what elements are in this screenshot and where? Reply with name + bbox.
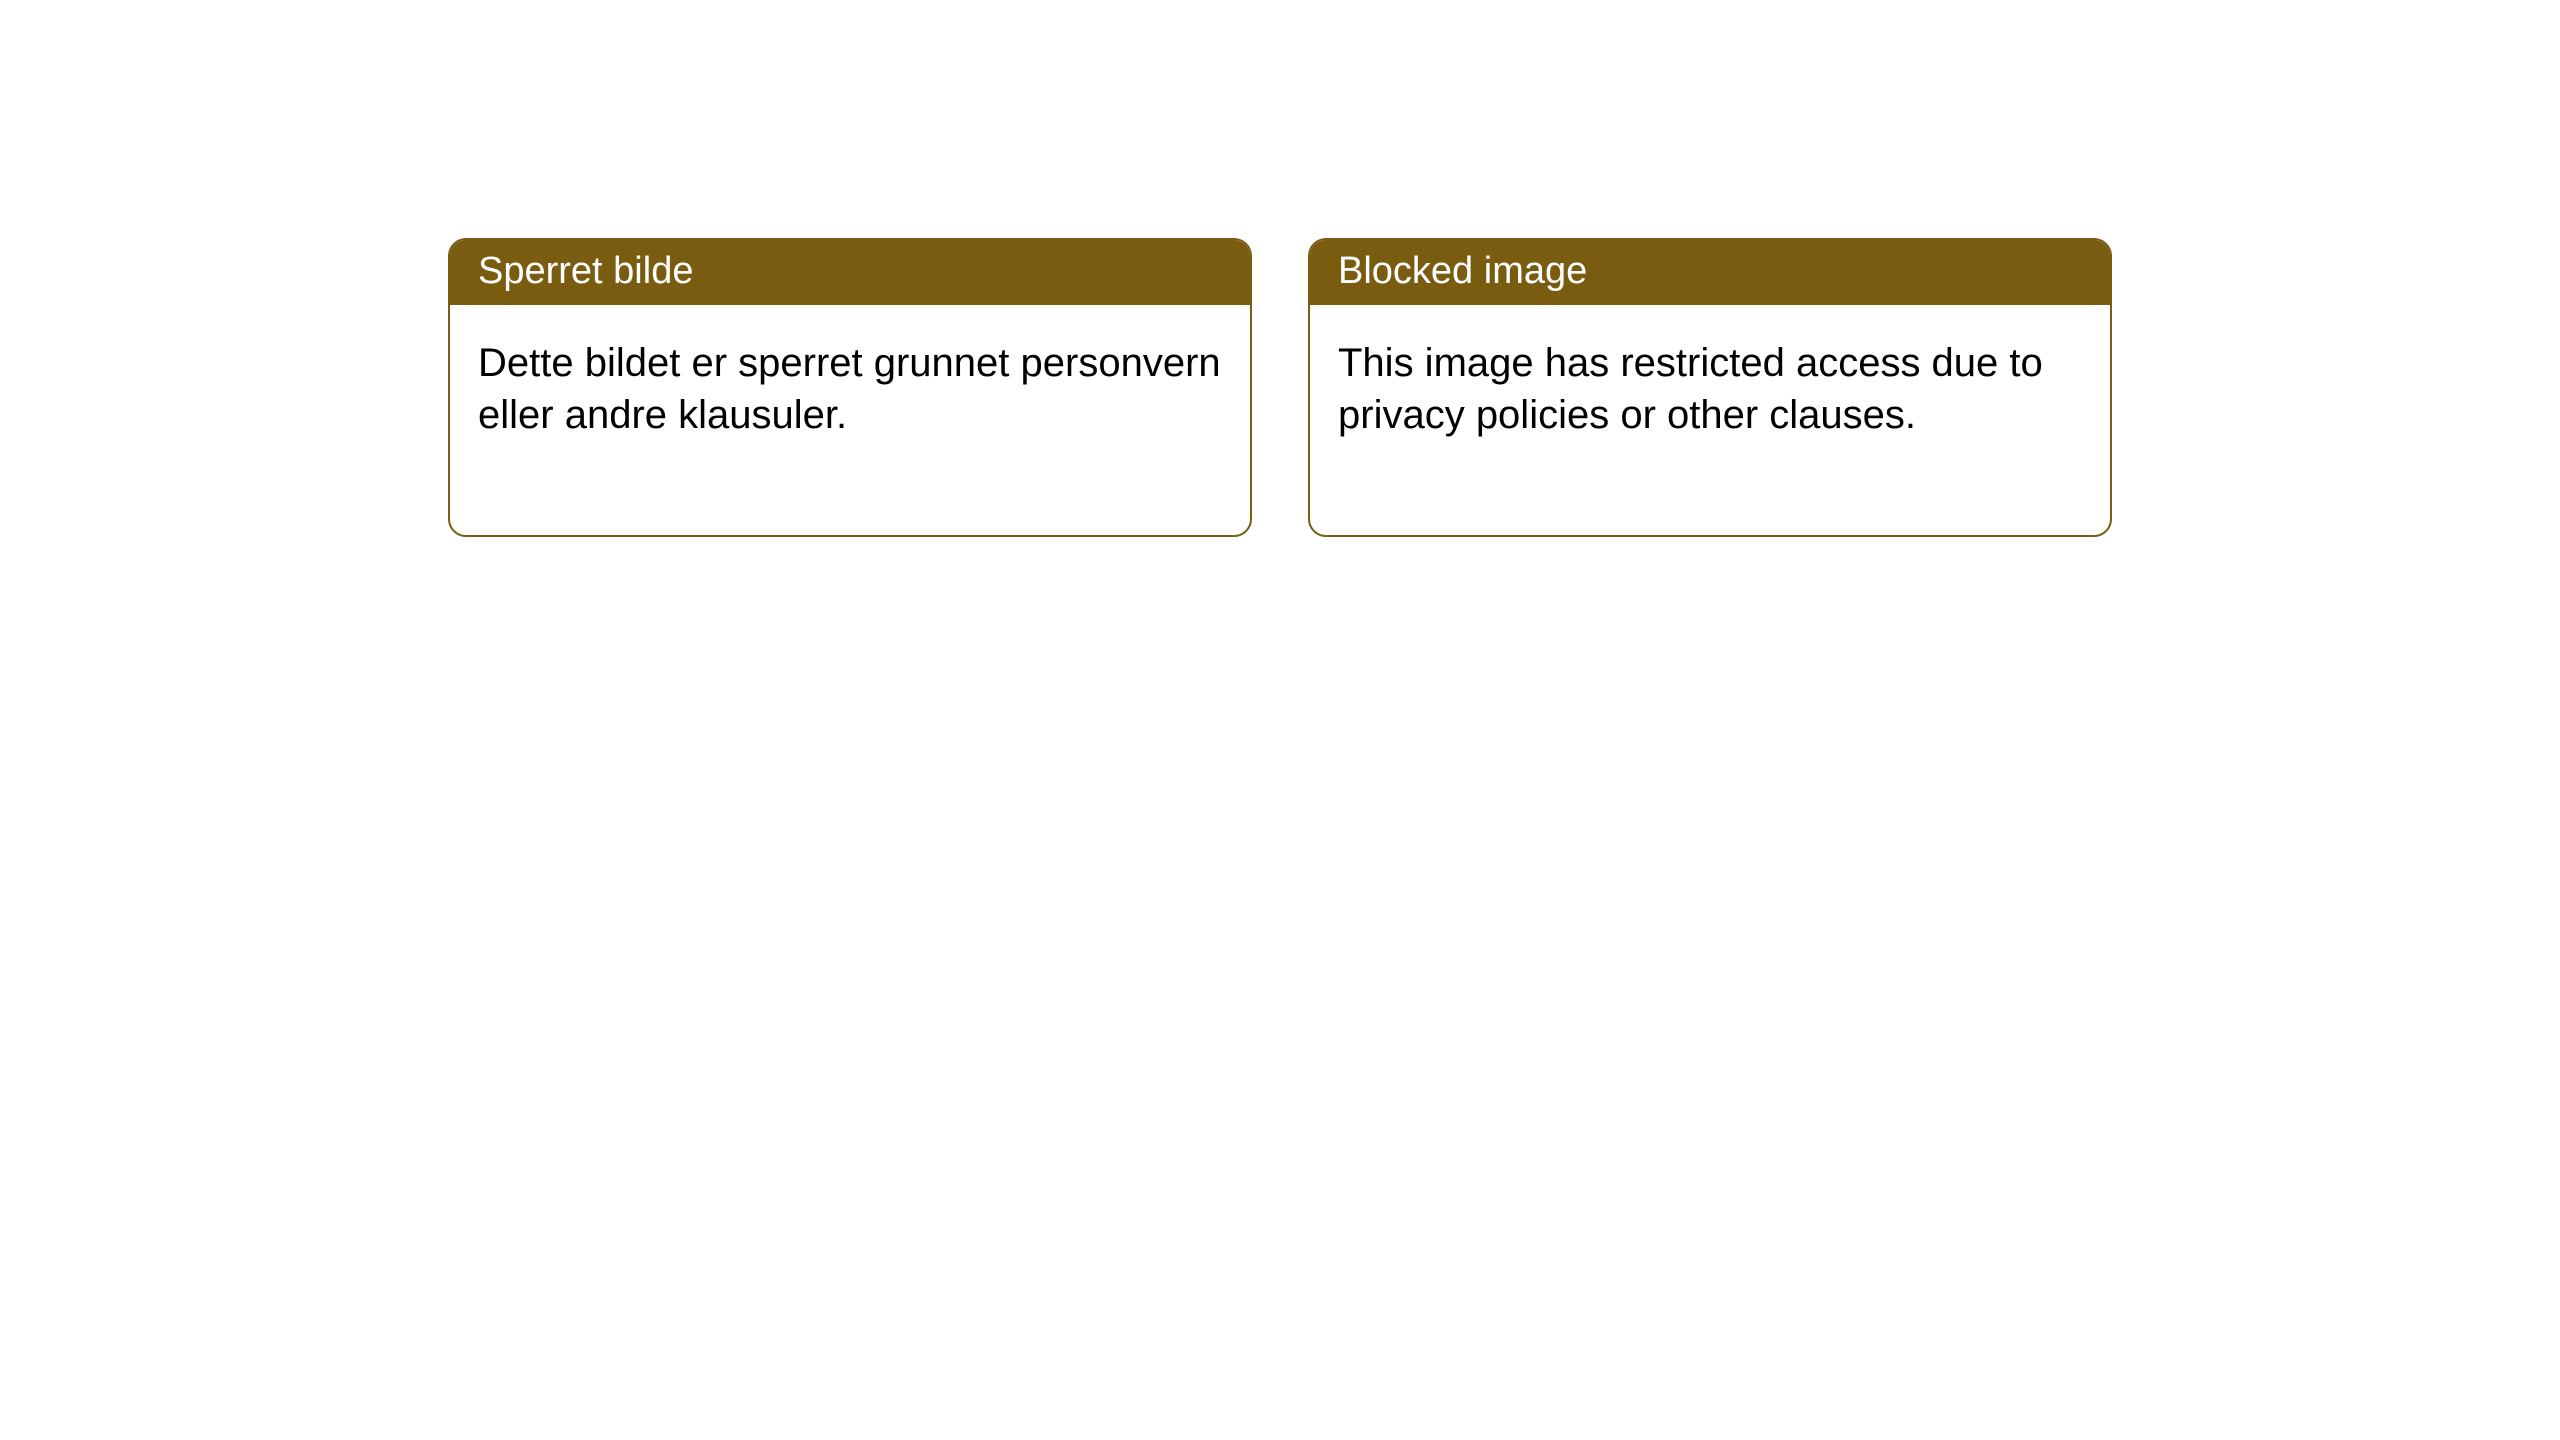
notice-body: This image has restricted access due to …: [1310, 305, 2110, 535]
notice-header: Sperret bilde: [450, 240, 1250, 305]
notice-title: Blocked image: [1338, 250, 1587, 292]
notice-body: Dette bildet er sperret grunnet personve…: [450, 305, 1250, 535]
notice-message: This image has restricted access due to …: [1338, 341, 2043, 437]
notice-header: Blocked image: [1310, 240, 2110, 305]
notice-card-norwegian: Sperret bilde Dette bildet er sperret gr…: [448, 238, 1252, 537]
notice-message: Dette bildet er sperret grunnet personve…: [478, 341, 1221, 437]
notice-title: Sperret bilde: [478, 250, 693, 292]
notice-container: Sperret bilde Dette bildet er sperret gr…: [0, 0, 2560, 537]
notice-card-english: Blocked image This image has restricted …: [1308, 238, 2112, 537]
